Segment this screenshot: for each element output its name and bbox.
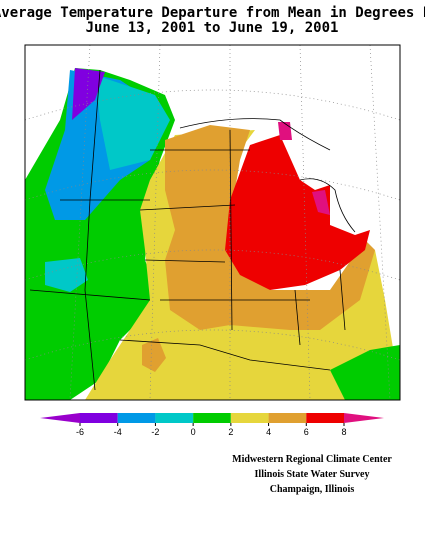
- region-above-8: [278, 122, 292, 140]
- colorbar-tick-label: 4: [266, 427, 271, 437]
- colorbar-tick-label: 2: [228, 427, 233, 437]
- colorbar-tick-label: 8: [341, 427, 346, 437]
- colorbar-tick-label: -6: [76, 427, 84, 437]
- colorbar-end: [40, 413, 80, 423]
- colorbar-segment: [230, 413, 269, 423]
- region-4-6: [165, 125, 375, 330]
- colorbar-segment: [117, 413, 156, 423]
- region-neg2-0: [95, 75, 170, 170]
- colorbar-end: [344, 413, 384, 423]
- colorbar-tick-label: -4: [114, 427, 122, 437]
- region-2-4: [85, 130, 395, 400]
- colorbar-tick-label: 6: [304, 427, 309, 437]
- colorbar-tick-label: 0: [191, 427, 196, 437]
- region-0-2: [330, 345, 400, 400]
- colorbar-tick-label: -2: [151, 427, 159, 437]
- colorbar-segment: [193, 413, 231, 423]
- credit-line: Illinois State Water Survey: [255, 469, 370, 480]
- credit-line: Champaign, Illinois: [270, 484, 355, 495]
- map: [24, 44, 401, 401]
- colorbar-segment: [306, 413, 344, 423]
- colorbar: -6 -4 -2 0 2 4 6 8: [40, 413, 384, 437]
- map-frame: [24, 44, 401, 401]
- region-neg6-neg4: [72, 68, 105, 120]
- state-borders: [29, 69, 346, 391]
- coastlines: [179, 118, 356, 233]
- region-4-6: [142, 338, 166, 372]
- region-neg2-0: [45, 258, 88, 292]
- region-above-8: [312, 190, 330, 215]
- title-line-2: June 13, 2001 to June 19, 2001: [86, 20, 339, 36]
- colorbar-segment: [155, 413, 194, 423]
- region-6-8: [225, 135, 370, 290]
- credit-line: Midwestern Regional Climate Center: [232, 454, 392, 465]
- colorbar-segment: [268, 413, 307, 423]
- title-line-1: Average Temperature Departure from Mean …: [0, 5, 425, 21]
- colorbar-segment: [80, 413, 118, 423]
